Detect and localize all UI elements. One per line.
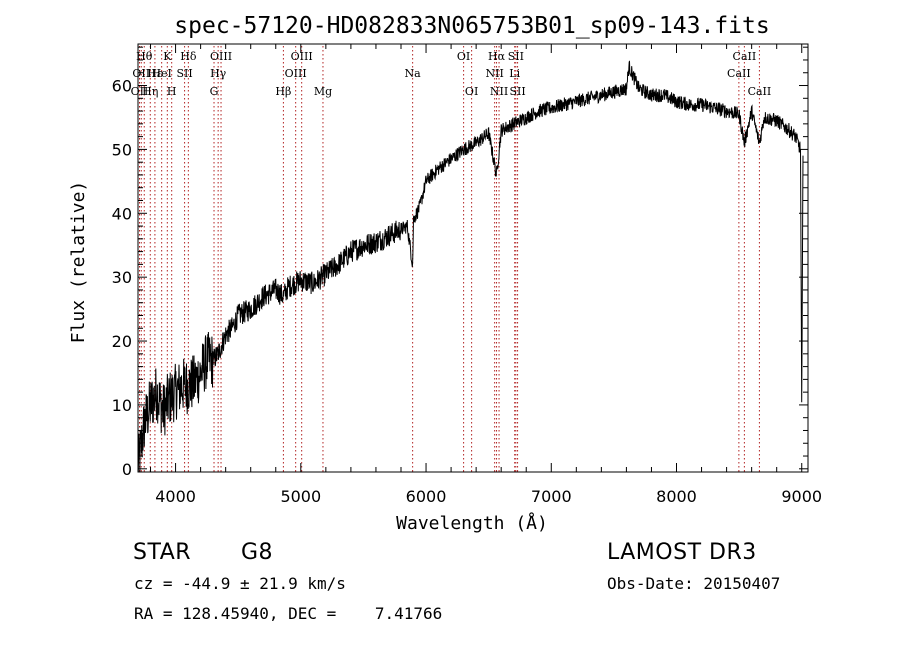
line-label-3: Hη: [142, 85, 158, 98]
line-label-21: Hα: [488, 50, 506, 63]
survey-name: LAMOST DR3: [607, 540, 757, 565]
ra-dec: RA = 128.45940, DEC = 7.41766: [134, 604, 443, 623]
line-label-5: HeI: [151, 67, 171, 80]
line-label-0: OII: [131, 85, 149, 98]
spectral-line-markers: [139, 46, 760, 472]
line-label-14: OIII: [285, 67, 307, 80]
line-label-10: G: [210, 85, 219, 98]
x-tick-label-0: 4000: [155, 487, 196, 506]
y-tick-label-0: 0: [122, 460, 132, 479]
x-tick-label-5: 9000: [781, 487, 822, 506]
line-label-4: Hε: [147, 67, 163, 80]
y-axis-ticks: 0 10 20 30 40 50 60: [112, 46, 808, 479]
object-subclass: G8: [241, 540, 274, 565]
line-label-24: SII: [508, 50, 524, 63]
x-tick-label-3: 7000: [531, 487, 572, 506]
line-label-8: SII: [176, 67, 192, 80]
y-tick-label-3: 30: [112, 268, 132, 287]
line-label-1: OII: [132, 67, 150, 80]
line-label-16: Mg: [314, 85, 332, 98]
y-tick-label-4: 40: [112, 204, 132, 223]
x-axis-label: Wavelength (Å): [396, 512, 548, 534]
line-label-12: OIII: [210, 50, 232, 63]
line-label-25: SII: [509, 85, 525, 98]
y-tick-label-2: 20: [112, 332, 132, 351]
x-axis-ticks: 4000 5000 6000 7000 8000 9000: [150, 44, 822, 506]
y-tick-label-1: 10: [112, 396, 132, 415]
line-label-22: NII: [490, 85, 508, 98]
line-label-19: OI: [465, 85, 478, 98]
spectrum-line: [137, 60, 804, 473]
line-label-15: OIII: [291, 50, 313, 63]
line-label-9: Hδ: [180, 50, 197, 63]
chart-title: spec-57120-HD082833N065753B01_sp09-143.f…: [174, 13, 769, 39]
object-class: STAR: [133, 540, 192, 565]
line-label-28: CaII: [748, 85, 772, 98]
line-label-17: Na: [405, 67, 422, 80]
line-label-23: Li: [509, 67, 520, 80]
x-tick-label-4: 8000: [656, 487, 697, 506]
line-label-20: NII: [486, 67, 504, 80]
line-label-6: K: [163, 50, 172, 63]
line-label-7: H: [167, 85, 177, 98]
line-label-27: CaII: [733, 50, 757, 63]
y-axis-label: Flux (relative): [68, 181, 89, 344]
plot-frame: [137, 43, 809, 473]
line-label-18: OI: [457, 50, 470, 63]
x-tick-label-1: 5000: [280, 487, 321, 506]
redshift-cz: cz = -44.9 ± 21.9 km/s: [134, 574, 346, 593]
y-tick-label-6: 60: [112, 77, 132, 96]
line-label-26: CaII: [727, 67, 751, 80]
line-label-2: Hθ: [136, 50, 153, 63]
line-label-13: Hβ: [275, 85, 291, 98]
line-label-11: Hγ: [210, 67, 227, 80]
obs-date: Obs-Date: 20150407: [607, 574, 781, 593]
y-tick-label-5: 50: [112, 140, 132, 159]
x-tick-label-2: 6000: [406, 487, 447, 506]
